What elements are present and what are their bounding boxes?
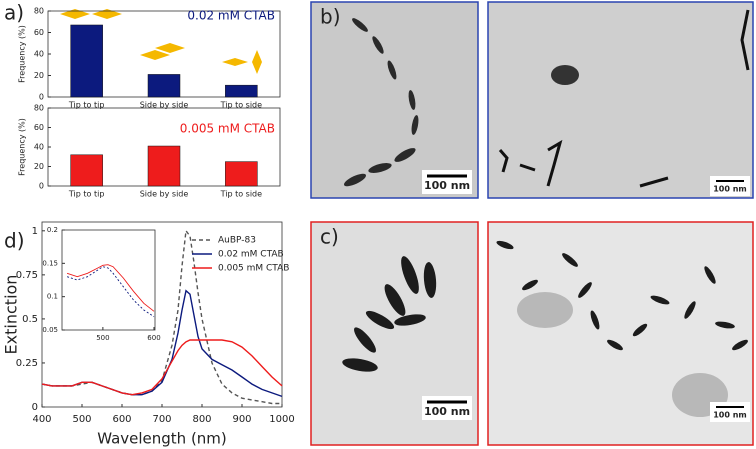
x-tick-label: 800 bbox=[192, 414, 211, 425]
line-series bbox=[66, 266, 155, 318]
x-tick-label: 600 bbox=[147, 334, 160, 342]
y-tick-label: 0.75 bbox=[16, 270, 38, 281]
y-axis-label: Extinction bbox=[2, 275, 21, 355]
x-tick-label: Tip to tip bbox=[68, 190, 105, 199]
scale-label: 100 nm bbox=[713, 411, 747, 420]
y-tick-label: 0.1 bbox=[47, 293, 58, 301]
scale-bar: 100 nm bbox=[422, 170, 472, 194]
x-tick-label: 700 bbox=[152, 414, 171, 425]
bar bbox=[225, 161, 258, 187]
line-series bbox=[41, 339, 283, 396]
legend-label: AuBP-83 bbox=[218, 236, 256, 246]
y-tick-label: 80 bbox=[34, 7, 44, 16]
y-tick-label: 0.25 bbox=[16, 358, 38, 369]
y-tick-label: 0 bbox=[39, 182, 44, 191]
y-tick-label: 0 bbox=[32, 402, 38, 413]
bar bbox=[70, 24, 103, 98]
y-tick-label: 80 bbox=[34, 104, 44, 113]
x-tick-label: 500 bbox=[72, 414, 91, 425]
x-tick-label: Tip to tip bbox=[68, 101, 105, 110]
x-tick-label: Tip to side bbox=[220, 101, 263, 110]
y-tick-label: 0.05 bbox=[42, 326, 58, 334]
scale-bar: 100 nm bbox=[710, 402, 750, 422]
scale-bar: 100 nm bbox=[422, 396, 472, 420]
y-tick-label: 0.15 bbox=[42, 259, 58, 267]
x-tick-label: Side by side bbox=[140, 101, 189, 110]
x-tick-label: 500 bbox=[96, 334, 109, 342]
scale-label: 100 nm bbox=[424, 405, 470, 418]
y-tick-label: 20 bbox=[34, 71, 44, 80]
y-tick-label: 0 bbox=[39, 93, 44, 102]
legend-label: 0.005 mM CTAB bbox=[218, 264, 289, 274]
x-tick-label: 1000 bbox=[269, 414, 294, 425]
annotation: 0.005 mM CTAB bbox=[180, 122, 275, 136]
bar bbox=[147, 74, 181, 98]
y-tick-label: 0.5 bbox=[22, 314, 38, 325]
bar bbox=[225, 84, 258, 98]
panel-label: d) bbox=[4, 229, 25, 253]
x-tick-label: Side by side bbox=[140, 190, 189, 199]
panel-label: a) bbox=[4, 1, 24, 25]
y-tick-label: 60 bbox=[34, 28, 44, 37]
y-axis-label: Frequency (%) bbox=[18, 118, 27, 176]
annotation: 0.02 mM CTAB bbox=[187, 9, 275, 23]
plot-frame bbox=[61, 229, 156, 331]
micrograph-b2 bbox=[487, 1, 754, 199]
panel-label: b) bbox=[320, 5, 341, 29]
y-tick-label: 20 bbox=[34, 162, 44, 171]
pictogram bbox=[60, 9, 262, 74]
x-axis-label: Wavelength (nm) bbox=[97, 430, 227, 448]
legend-label: 0.02 mM CTAB bbox=[218, 250, 284, 260]
bar bbox=[147, 145, 181, 187]
bar bbox=[70, 154, 103, 187]
y-tick-label: 40 bbox=[34, 143, 44, 152]
y-tick-label: 0.2 bbox=[47, 226, 58, 234]
micrograph-c2 bbox=[487, 221, 754, 446]
panel-label: c) bbox=[320, 225, 339, 249]
scale-label: 100 nm bbox=[713, 185, 747, 194]
line-series bbox=[41, 228, 282, 405]
micrograph-b1 bbox=[310, 1, 479, 199]
scale-label: 100 nm bbox=[424, 179, 470, 192]
y-tick-label: 60 bbox=[34, 123, 44, 132]
y-tick-label: 40 bbox=[34, 50, 44, 59]
y-tick-label: 1 bbox=[32, 226, 38, 237]
x-tick-label: 400 bbox=[32, 414, 51, 425]
x-tick-label: 600 bbox=[112, 414, 131, 425]
x-tick-label: Tip to side bbox=[220, 190, 263, 199]
scale-bar: 100 nm bbox=[710, 176, 750, 196]
x-tick-label: 900 bbox=[232, 414, 251, 425]
line-series bbox=[66, 264, 155, 312]
y-axis-label: Frequency (%) bbox=[18, 25, 27, 83]
